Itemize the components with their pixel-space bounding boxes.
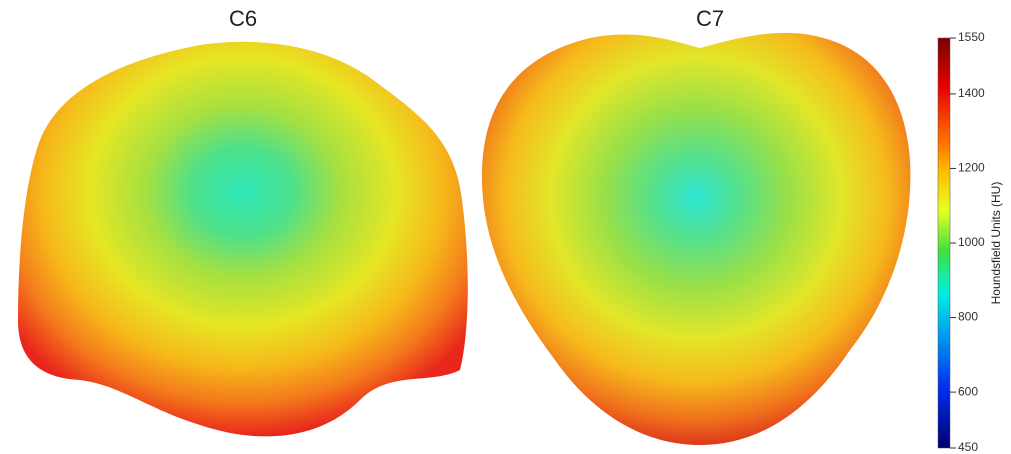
tick-label: 1000 [958,235,985,249]
colorbar-title: Houndsfield Units (HU) [989,182,1003,305]
figure: C6 C7 450 600 800 1000 1200 1400 1550 Houndsfi… [0,0,1011,454]
tick-label: 800 [958,310,978,324]
c7-render [482,33,911,445]
tick-label: 450 [958,440,978,454]
panel-label: C6 [229,6,257,31]
tick-label: 1400 [958,86,985,100]
tick-label: 1200 [958,161,985,175]
colorbar [938,38,950,448]
tick-label: 600 [958,384,978,398]
panel-label: C7 [696,6,724,31]
c6-render [18,42,468,437]
tick-label: 1550 [958,30,985,44]
